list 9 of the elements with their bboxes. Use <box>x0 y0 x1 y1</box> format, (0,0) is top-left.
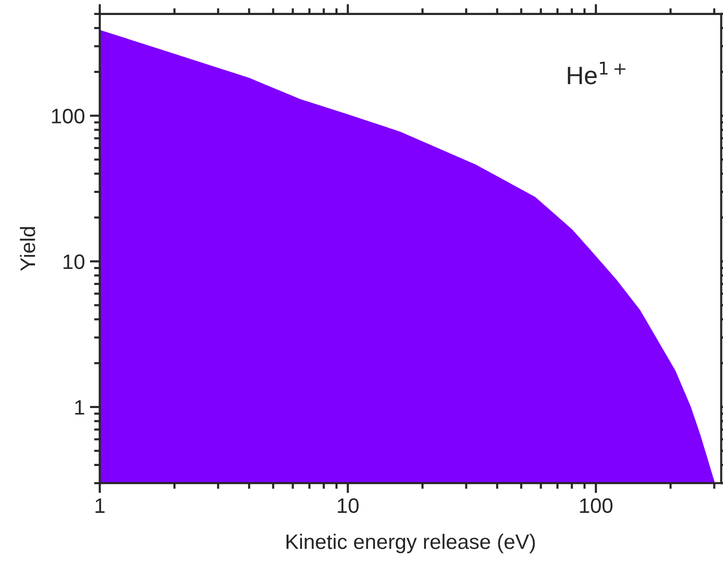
y-axis-title: Yield <box>20 227 36 271</box>
x-tick-label: 1 <box>96 498 105 513</box>
x-tick-label: 10 <box>338 498 359 514</box>
y-tick-label: 1 <box>75 400 84 415</box>
y-tick-label: 100 <box>52 108 84 124</box>
annotation: He$^{1+}$ <box>568 62 626 84</box>
y-tick-label: 10 <box>64 254 84 270</box>
x-axis-title: Kinetic energy release (eV) <box>286 534 535 554</box>
x-tick-label: 100 <box>580 498 612 514</box>
